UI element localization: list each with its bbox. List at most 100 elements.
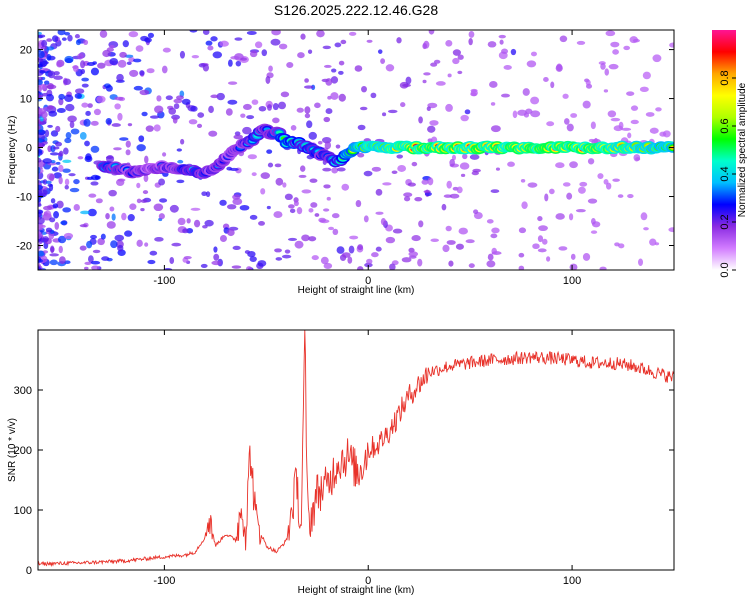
spectrogram-noise-blob [549,188,555,195]
spectrogram-noise-blob [117,178,126,182]
spectrogram-noise-blob [370,92,377,99]
spectrogram-noise-blob [219,234,227,242]
spectrogram-noise-blob [239,204,250,211]
spectrogram-noise-blob [421,179,429,185]
spectrogram-noise-blob [90,260,101,265]
spectrogram-noise-blob [52,35,59,42]
spectrogram-noise-blob [159,198,168,203]
spectrogram-noise-blob [38,138,44,142]
spectrogram-noise-blob [297,52,305,59]
spectrogram-noise-blob [177,159,184,164]
spectrogram-noise-blob [340,39,347,45]
spectrogram-noise-blob [348,31,357,36]
spectrogram-noise-blob [537,216,543,222]
spectrogram-noise-blob [232,198,243,205]
spectrogram-noise-blob [105,117,112,125]
spectrogram-noise-blob [38,63,43,68]
spectrogram-noise-blob [325,78,333,86]
spectrogram-noise-blob [53,75,63,80]
spectrogram-noise-blob [599,266,607,270]
spectrogram-noise-blob [526,60,537,68]
spectrogram-noise-blob [590,218,596,225]
spectrogram-noise-blob [60,220,68,225]
spectrogram-noise-blob [338,60,345,66]
spectrogram-noise-blob [46,38,53,42]
spectrogram-noise-blob [330,76,339,84]
spectrogram-noise-blob [64,31,71,36]
spectrogram-noise-blob [117,59,127,68]
spectrogram-noise-blob [267,104,272,111]
spectrogram-noise-blob [38,209,44,214]
spectrogram-noise-blob [363,215,369,223]
spectrogram-noise-blob [426,106,431,111]
chart-title: S126.2025.222.12.46.G28 [274,2,438,18]
spectrogram-noise-blob [58,176,63,185]
spectrogram-noise-blob [154,236,164,242]
spectrogram-noise-blob [632,38,640,43]
spectrogram-noise-blob [587,158,595,165]
spectrogram-noise-blob [171,242,182,247]
spectrogram-noise-blob [445,40,453,47]
spectrogram-noise-blob [336,246,345,254]
spectrogram-noise-blob [67,34,73,42]
spectrogram-noise-blob [299,165,306,172]
spectrogram-noise-blob [180,138,185,145]
spectrogram-noise-blob [270,38,281,46]
spectrogram-noise-blob [585,79,591,86]
spectrogram-noise-blob [80,68,86,75]
spectrogram-noise-blob [604,68,610,76]
spectrogram-noise-blob [232,245,241,251]
spectrogram-noise-blob [139,89,150,96]
spectrogram-noise-blob [423,72,431,76]
spectrogram-noise-blob [188,119,198,125]
spectrogram-noise-blob [86,240,93,249]
spectrogram-noise-blob [126,61,132,65]
spectrogram-noise-blob [153,124,161,132]
colorbar-tick-label: 0.8 [719,70,731,85]
spectrogram-noise-blob [411,161,418,167]
spectrogram-noise-blob [330,92,339,100]
spectrogram-noise-blob [47,82,54,90]
spectrogram-noise-blob [464,109,471,115]
spectrogram-noise-blob [47,70,56,79]
spectrogram-noise-blob [588,138,595,143]
spectrogram-noise-blob [441,203,447,211]
spectrogram-noise-blob [445,225,452,232]
spectrogram-noise-blob [556,63,563,71]
spectrogram-noise-blob [84,266,89,270]
spectrogram-noise-blob [53,146,60,150]
spectrogram-noise-blob [81,77,89,82]
spectrogram-noise-blob [311,255,319,261]
spectrogram-noise-blob [286,62,294,68]
spectrogram-noise-blob [348,245,355,254]
snr-y-axis-label: SNR (10 * v/v) [7,418,18,482]
spectrogram-noise-blob [435,81,446,86]
spectrogram-noise-blob [210,94,219,99]
spectrogram-noise-blob [67,115,77,123]
spectrogram-noise-blob [323,116,331,123]
spectrogram-noise-blob [249,256,257,262]
spectrogram-noise-blob [177,217,186,226]
spectrogram-noise-blob [196,123,203,128]
spectrogram-noise-blob [385,64,395,72]
spectrogram-noise-blob [61,37,67,41]
spectrogram-noise-blob [44,80,50,85]
spectrogram-noise-blob [308,208,314,213]
spectrogram-noise-blob [331,68,337,73]
spectrogram-noise-blob [47,124,53,128]
spectrogram-noise-blob [402,83,411,87]
spectrogram-noise-blob [84,155,93,163]
spectrogram-noise-blob [308,236,317,242]
spectrogram-noise-blob [530,96,540,105]
spectrogram-noise-blob [627,132,632,139]
spectrogram-noise-blob [570,253,576,260]
spectrogram-y-tick-label: -10 [16,192,32,204]
spectrogram-noise-blob [518,227,527,234]
spectrogram-noise-blob [322,45,332,50]
spectrogram-noise-blob [307,49,313,54]
spectrogram-noise-blob [62,207,72,213]
spectrogram-noise-blob [147,32,155,38]
spectrogram-noise-blob [408,251,419,257]
